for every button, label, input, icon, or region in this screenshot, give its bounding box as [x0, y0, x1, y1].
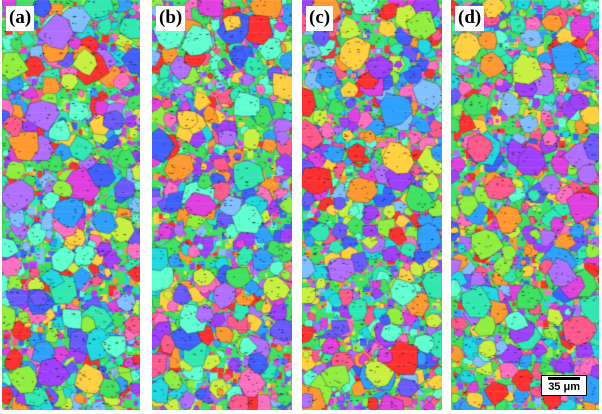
panel-label-b: (b)	[156, 6, 186, 31]
scale-bar-line	[548, 377, 580, 380]
ebsd-orientation-map-b	[152, 0, 292, 410]
ebsd-map-panel-b: (b)	[152, 0, 292, 410]
panel-label-d: (d)	[455, 6, 485, 31]
ebsd-orientation-map-a	[2, 0, 140, 410]
ebsd-map-panel-c: (c)	[302, 0, 442, 410]
scale-bar: 35 μm	[541, 375, 587, 396]
ebsd-orientation-map-c	[302, 0, 442, 410]
scale-bar-label: 35 μm	[548, 381, 580, 393]
ebsd-map-panel-d: (d) 35 μm	[451, 0, 599, 410]
ebsd-orientation-map-d	[451, 0, 599, 410]
ebsd-map-panel-a: (a)	[2, 0, 140, 410]
panel-label-a: (a)	[6, 6, 35, 31]
panel-label-c: (c)	[306, 6, 334, 31]
